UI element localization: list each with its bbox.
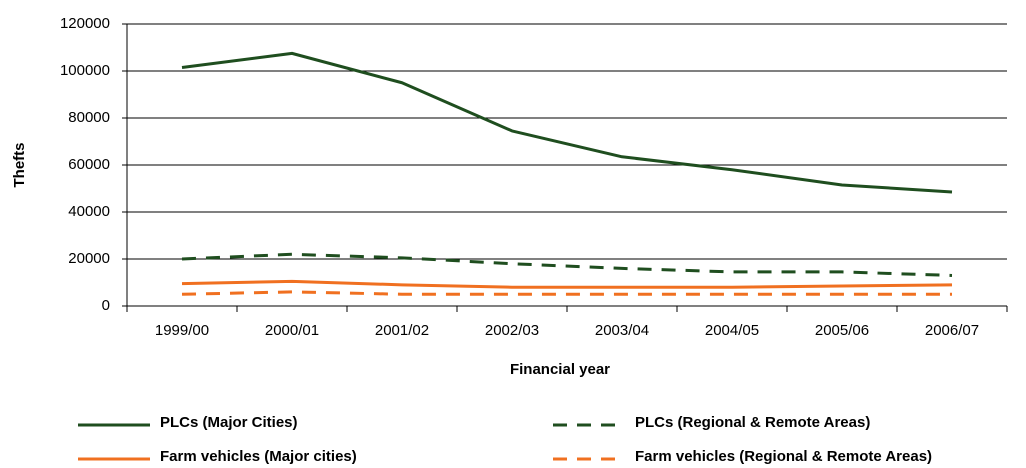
y-tick-label: 0 — [102, 297, 110, 314]
legend-label: Farm vehicles (Regional & Remote Areas) — [635, 448, 932, 465]
series-line — [181, 252, 953, 277]
series-line — [181, 279, 953, 289]
x-tick-label: 2003/04 — [595, 322, 649, 339]
y-tick-label: 60000 — [68, 156, 110, 173]
x-axis-label: Financial year — [510, 361, 610, 378]
legend-label: PLCs (Regional & Remote Areas) — [635, 414, 870, 431]
legend-label: Farm vehicles (Major cities) — [160, 448, 357, 465]
x-tick-label: 2000/01 — [265, 322, 319, 339]
x-tick-label: 2001/02 — [375, 322, 429, 339]
y-tick-label: 100000 — [60, 62, 110, 79]
x-tick-label: 2005/06 — [815, 322, 869, 339]
y-tick-label: 20000 — [68, 250, 110, 267]
x-tick-label: 1999/00 — [155, 322, 209, 339]
y-tick-label: 80000 — [68, 109, 110, 126]
x-tick-label: 2006/07 — [925, 322, 979, 339]
x-tick-label: 2002/03 — [485, 322, 539, 339]
legend-label: PLCs (Major Cities) — [160, 414, 298, 431]
y-tick-label: 40000 — [68, 203, 110, 220]
x-tick-label: 2004/05 — [705, 322, 759, 339]
series-line — [181, 51, 953, 194]
y-tick-label: 120000 — [60, 15, 110, 32]
series-line — [181, 290, 952, 296]
y-axis-label: Thefts — [11, 143, 28, 188]
